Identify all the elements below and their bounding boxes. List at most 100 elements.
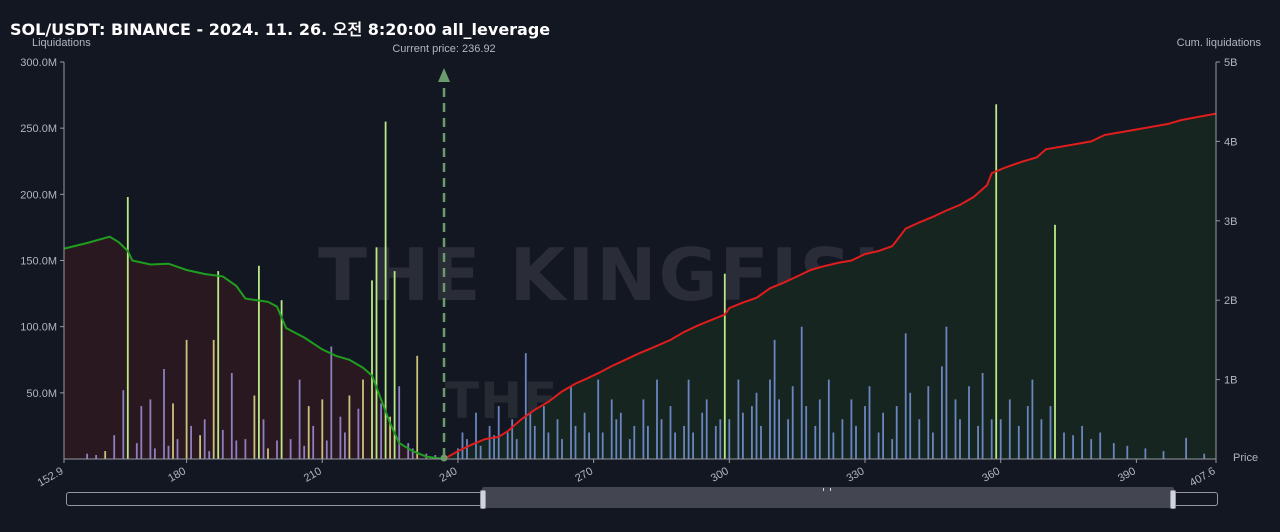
long-liquidation-bar [140,406,143,459]
long-liquidation-bar [167,445,170,459]
short-liquidation-bar [466,439,468,459]
short-liquidation-bar [814,425,817,459]
short-liquidation-bar [647,425,649,459]
short-liquidation-bar [932,432,934,459]
long-liquidation-bar [371,280,373,459]
long-liquidation-bar [411,448,414,459]
short-liquidation-bar [855,425,857,459]
long-liquidation-bar [172,403,174,459]
short-liquidation-bar [515,439,518,459]
x-tick-label: 390 [1116,465,1138,485]
short-liquidation-bar [588,432,590,459]
short-liquidation-bar [787,419,789,459]
long-liquidation-bar [262,419,265,459]
short-liquidation-bar [570,386,572,459]
short-liquidation-bar [714,425,717,459]
short-liquidation-bar [800,326,803,459]
long-liquidation-bar [230,373,233,459]
short-liquidation-bar [1144,448,1147,459]
short-liquidation-bar [791,386,794,459]
short-liquidation-bar [633,425,636,459]
short-liquidation-bar [827,379,830,459]
long-cumulative-line [63,235,445,460]
short-liquidation-bar [1185,437,1187,459]
long-liquidation-bar [154,448,156,459]
short-liquidation-bar [511,419,514,459]
short-liquidation-bar [705,399,708,459]
short-liquidation-bar [674,432,676,459]
long-liquidation-bar [149,399,152,459]
long-liquidation-bar [289,439,292,459]
long-liquidation-bar [276,440,278,459]
short-liquidation-bar [895,406,898,459]
long-liquidation-bar [416,355,419,459]
short-liquidation-bar [597,379,600,459]
long-liquidation-bar [393,271,396,459]
short-liquidation-bar [556,419,559,459]
current-price-arrow-icon [438,68,451,82]
short-cumulative-line [443,112,1217,460]
long-liquidation-bar [221,429,224,459]
short-liquidation-bar [769,379,771,459]
short-liquidation-bar [1063,432,1065,459]
short-liquidation-bar [841,419,844,459]
short-liquidation-bar [475,412,477,459]
short-liquidation-bar [692,432,694,459]
long-liquidation-bar [380,403,382,459]
long-liquidation-bar [86,453,88,459]
short-liquidation-bar [981,373,984,459]
range-slider-left-handle[interactable] [480,490,486,509]
short-liquidation-bar [461,432,464,459]
short-liquidation-bar [941,366,943,459]
range-slider-right-handle[interactable] [1170,490,1176,509]
x-tick-label: 300 [709,465,731,485]
long-liquidation-bar [267,448,269,459]
slider-grip-icon[interactable] [823,488,831,491]
short-liquidation-bar [719,419,722,459]
short-liquidation-bar [610,399,613,459]
long-liquidation-bar [407,443,410,459]
short-liquidation-bar [543,406,545,459]
short-liquidation-bar [737,379,740,459]
y-right-tick-label: 1B [1224,375,1237,387]
short-liquidation-bar [1008,399,1011,459]
short-liquidation-bar [457,448,459,459]
y-right-tick-label: 4B [1224,136,1237,148]
short-liquidation-bar [805,406,808,459]
short-liquidation-bar [1203,453,1206,459]
long-liquidation-bar [235,440,238,459]
long-liquidation-bar [330,346,333,459]
long-liquidation-bar [176,439,179,459]
long-liquidation-bar [398,386,401,459]
long-liquidation-bar [312,425,315,459]
long-liquidation-bar [375,247,378,459]
long-liquidation-bar [389,416,391,459]
short-liquidation-bar [1031,379,1034,459]
long-liquidation-bar [163,369,165,459]
long-liquidation-bar [212,339,215,459]
short-liquidation-bar [990,419,993,459]
y-left-tick-label: 50.0M [26,388,57,400]
x-tick-label: 210 [302,465,324,485]
x-tick-label: 407.6 [1188,465,1218,489]
x-tick-label: 330 [845,465,867,485]
long-liquidation-bar [185,339,188,459]
long-liquidation-bar [190,425,192,459]
short-liquidation-bar [529,412,532,459]
short-liquidation-bar [1112,443,1115,459]
long-liquidation-bar [208,451,211,459]
y-right-tick-label: 5B [1224,57,1237,69]
short-liquidation-bar [850,399,853,459]
short-liquidation-bar [927,386,930,459]
long-liquidation-bar [135,443,138,459]
short-liquidation-bar [918,419,921,459]
left-axis-label: Liquidations [32,37,91,49]
short-liquidation-bar [723,273,726,459]
short-liquidation-bar [488,425,491,459]
long-liquidation-bar [253,395,256,459]
short-liquidation-bar [493,435,495,459]
range-slider-window[interactable] [482,487,1174,508]
long-liquidation-bar [258,265,260,459]
short-liquidation-bar [864,406,866,459]
short-liquidation-bar [497,406,500,459]
